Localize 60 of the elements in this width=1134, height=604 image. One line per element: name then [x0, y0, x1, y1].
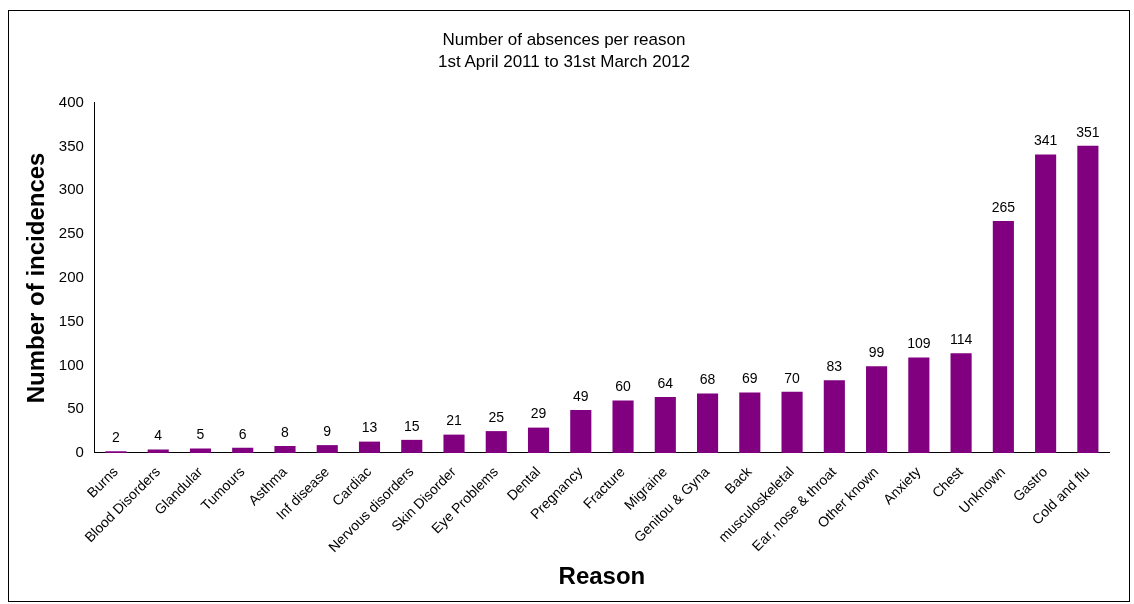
data-label: 265 [991, 198, 1016, 215]
bar [570, 410, 592, 453]
bar [274, 445, 296, 453]
data-label: 70 [784, 369, 801, 386]
bar [189, 448, 212, 453]
bar [443, 434, 465, 453]
bar [147, 449, 169, 453]
bar [485, 431, 507, 453]
y-axis-title: Number of incidences [22, 152, 50, 404]
bar [866, 366, 888, 453]
data-label: 351 [1076, 123, 1100, 140]
bar [612, 400, 634, 453]
data-label: 6 [238, 425, 247, 442]
bar [358, 441, 381, 453]
y-tick-label: 300 [58, 180, 84, 198]
data-label: 25 [488, 408, 505, 425]
y-tick-label: 100 [58, 355, 84, 373]
bar [232, 447, 254, 453]
bar [739, 392, 761, 453]
x-axis-title: Reason [558, 562, 646, 590]
data-label: 8 [281, 423, 290, 440]
y-tick-label: 250 [58, 224, 84, 242]
data-label: 114 [949, 331, 973, 348]
data-label: 13 [361, 419, 378, 436]
data-label: 109 [907, 335, 931, 352]
bar [654, 396, 676, 453]
data-label: 29 [530, 405, 547, 422]
data-label: 341 [1033, 132, 1058, 149]
bar [1035, 154, 1057, 453]
chart-title: Number of absences per reason [442, 29, 686, 49]
data-label: 4 [154, 427, 163, 444]
data-label: 83 [826, 358, 843, 375]
bar [908, 357, 930, 453]
y-tick-label: 200 [58, 268, 84, 286]
bar [823, 380, 845, 453]
bar [950, 353, 972, 453]
bar [527, 427, 550, 453]
y-tick-label: 150 [58, 311, 84, 329]
data-label: 2 [112, 429, 121, 446]
y-tick-label: 400 [58, 92, 84, 110]
data-label: 9 [323, 422, 332, 439]
y-tick-label: 350 [58, 136, 84, 154]
bar [992, 220, 1014, 453]
bar [781, 391, 803, 453]
data-label: 69 [742, 370, 758, 387]
data-label: 60 [615, 378, 632, 395]
data-label: 21 [446, 412, 463, 429]
bar [401, 439, 423, 453]
y-tick-label: 50 [67, 399, 84, 417]
bar [1077, 145, 1099, 453]
data-label: 99 [868, 344, 885, 361]
data-label: 49 [573, 387, 589, 404]
data-label: 5 [196, 426, 205, 443]
data-label: 15 [403, 417, 420, 434]
data-label: 64 [657, 374, 674, 391]
bar [316, 445, 338, 453]
data-label: 68 [699, 371, 716, 388]
chart-subtitle: 1st April 2011 to 31st March 2012 [437, 52, 691, 72]
y-tick-label: 0 [75, 443, 84, 461]
bar [696, 393, 719, 453]
